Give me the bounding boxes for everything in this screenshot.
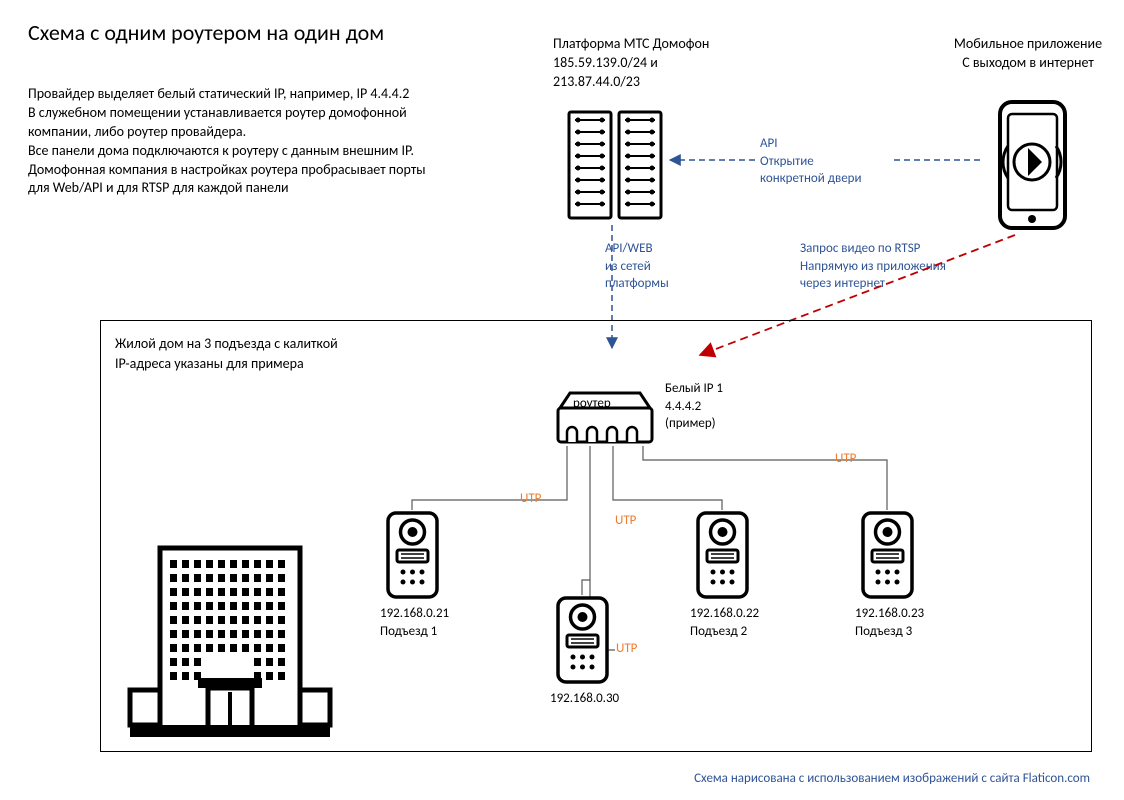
router-label: роутер (573, 395, 611, 413)
panel-1-label: 192.168.0.21Подъезд 1 (380, 605, 449, 640)
panel-3-label: 192.168.0.23Подъезд 3 (855, 605, 924, 640)
intercom-panel-1 (385, 510, 440, 600)
house-box-line1: Жилой дом на 3 подъезда с калиткой (115, 335, 338, 354)
utp-label-4: UTP (835, 450, 856, 468)
intercom-panel-2 (695, 510, 750, 600)
utp-label-1: UTP (520, 490, 541, 508)
utp-label-3: UTP (616, 640, 637, 658)
building-icon (120, 540, 340, 740)
panel-2-label: 192.168.0.22Подъезд 2 (690, 605, 759, 640)
diagram-stage: Схема с одним роутером на один дом Прова… (0, 0, 1124, 800)
router-ip-label: Белый IP 1 4.4.4.2 (пример) (665, 380, 723, 433)
footer-credit: Схема нарисована с использованием изобра… (0, 770, 1090, 788)
house-box-line2: IP-адреса указаны для примера (115, 355, 304, 374)
panel-4-label: 192.168.0.30 (550, 690, 619, 708)
utp-label-2: UTP (615, 512, 636, 530)
intercom-panel-3 (860, 510, 915, 600)
intercom-panel-4 (555, 595, 610, 685)
